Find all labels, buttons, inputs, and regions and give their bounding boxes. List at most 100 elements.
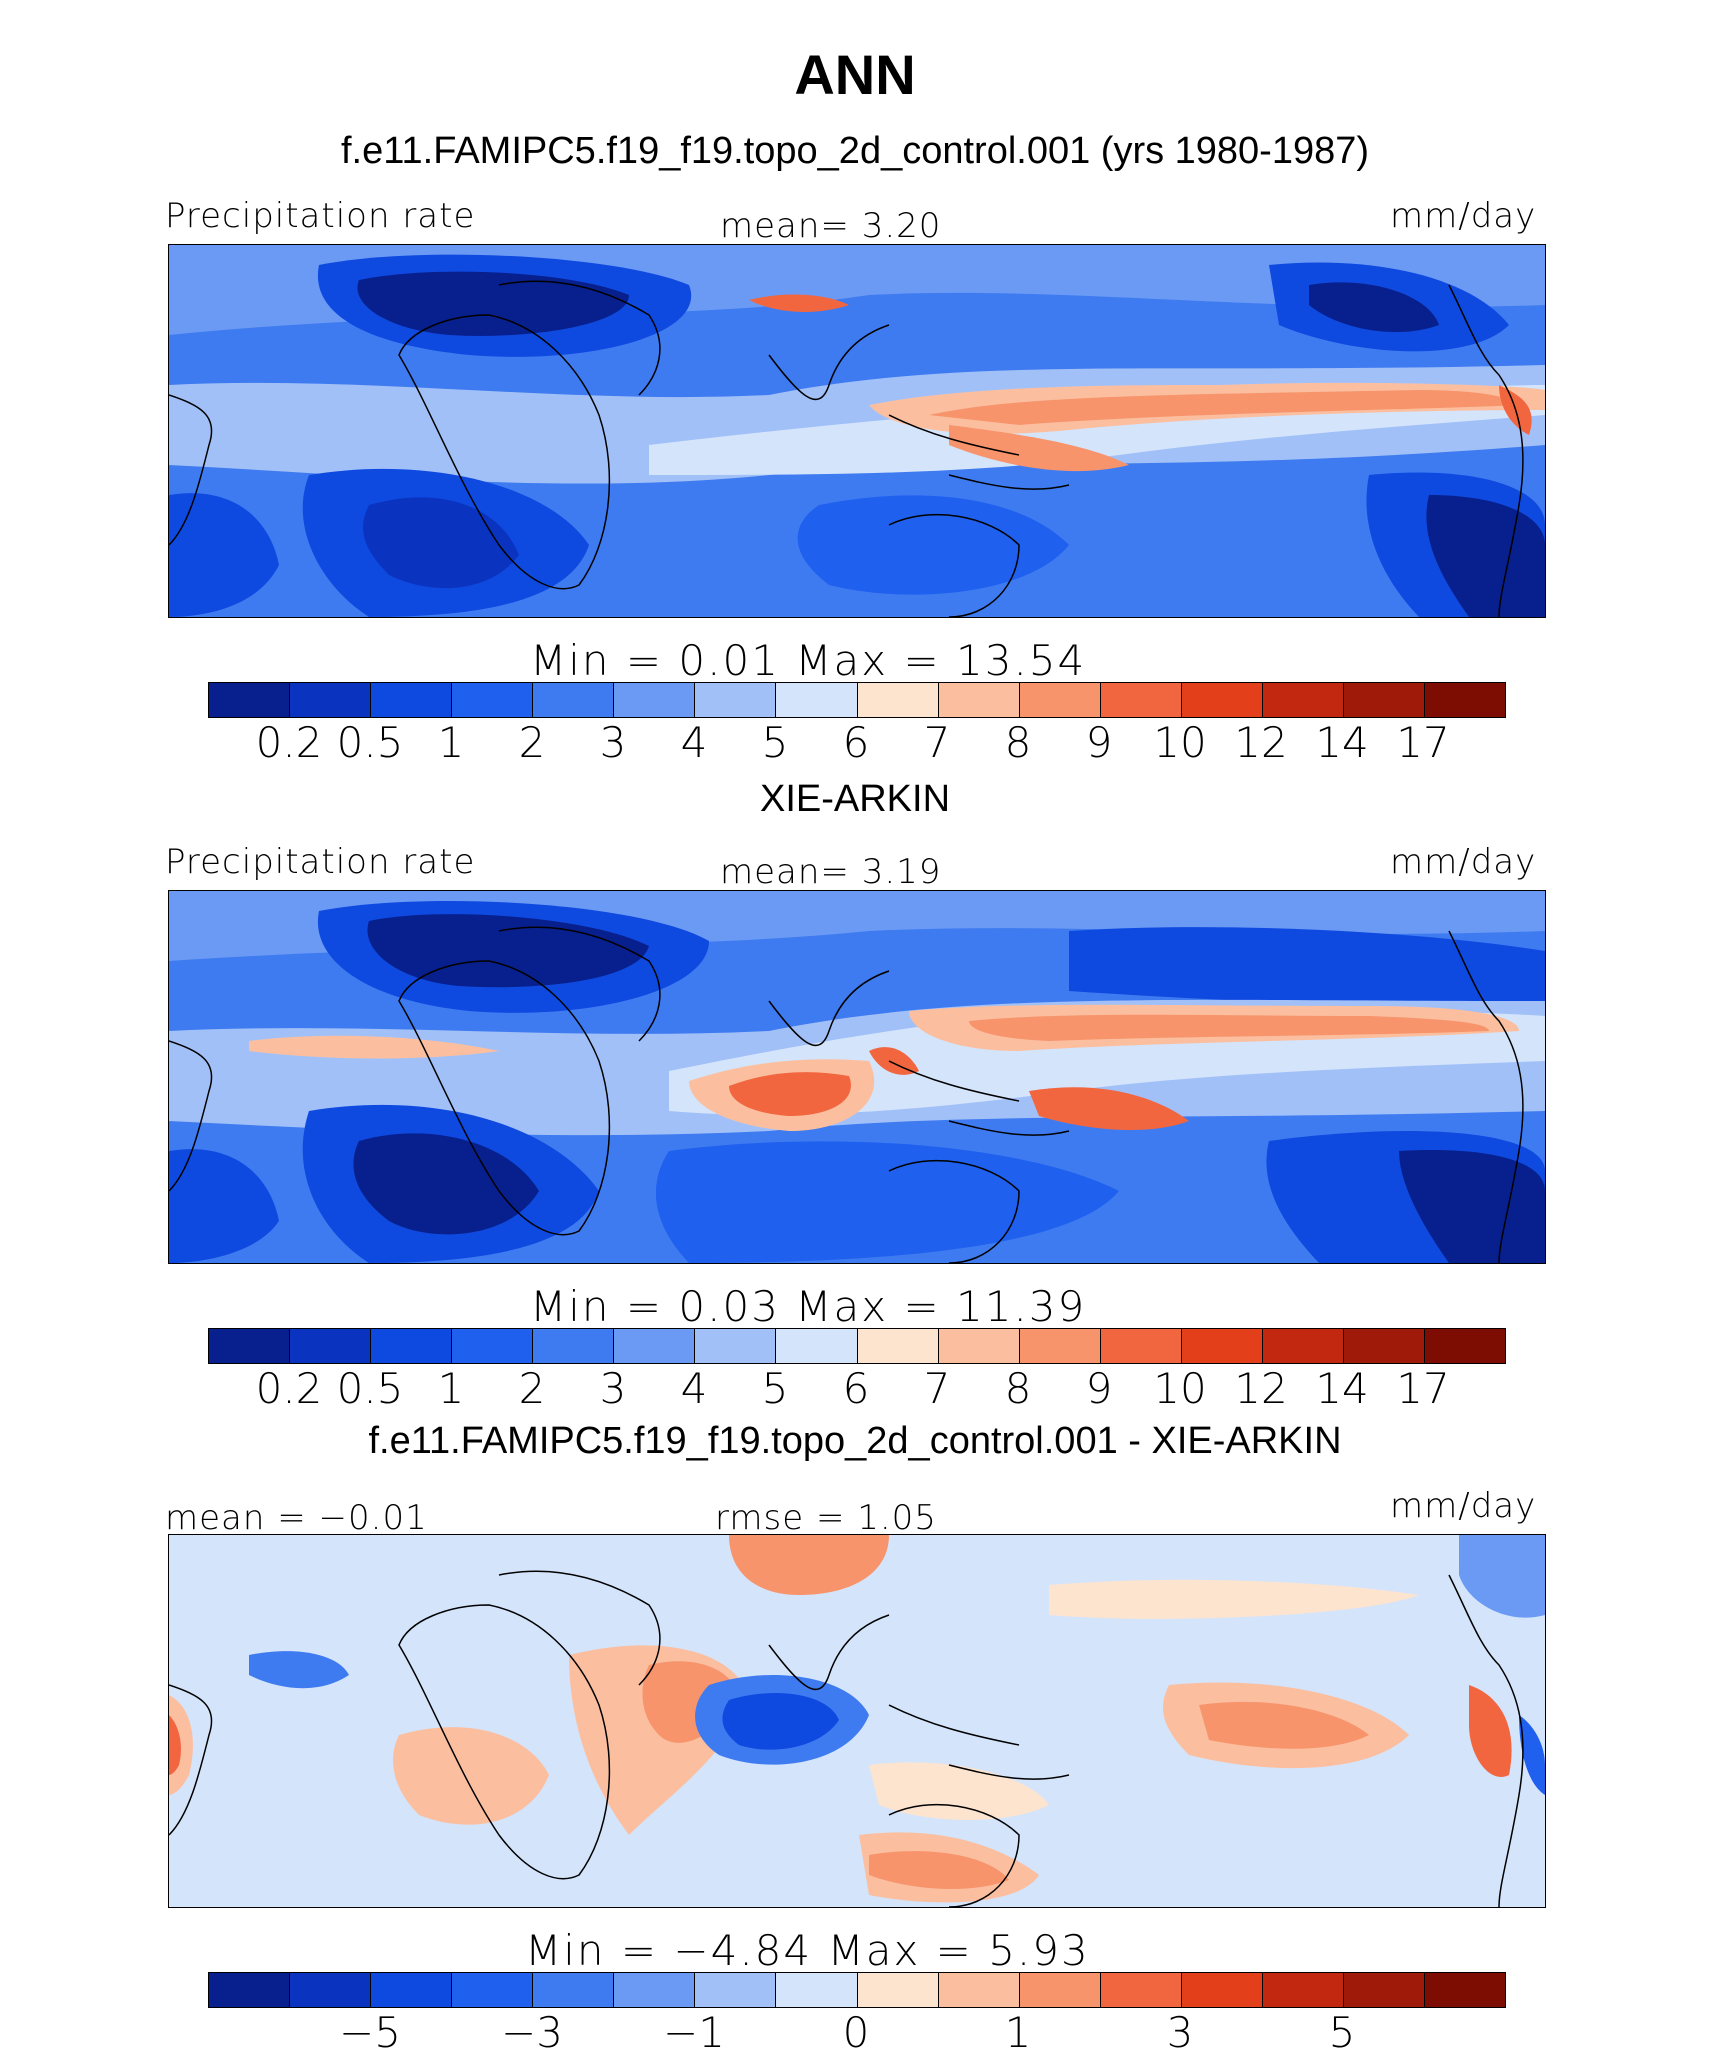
- colorbar-tick-label: 9: [1085, 1364, 1113, 1413]
- panel-1-units-label: mm/day: [1390, 196, 1537, 236]
- colorbar-box: [1019, 1973, 1101, 2007]
- colorbar-tick-label: 4: [680, 718, 708, 767]
- colorbar-box: [938, 1973, 1020, 2007]
- colorbar-tick-label: 10: [1153, 1364, 1207, 1413]
- colorbar-box: [209, 1329, 291, 1363]
- panel-3-mean-label: mean = −0.01: [165, 1498, 428, 1538]
- colorbar-tick-label: 8: [1004, 718, 1032, 767]
- colorbar-box: [1262, 1329, 1344, 1363]
- colorbar-box: [776, 1329, 858, 1363]
- panel-3-minmax: Min = −4.84 Max = 5.93: [525, 1926, 1090, 1975]
- panel-1-minmax: Min = 0.01 Max = 13.54: [530, 636, 1087, 685]
- colorbar-tick-label: 14: [1315, 718, 1369, 767]
- colorbar-box: [1424, 1329, 1505, 1363]
- colorbar-tick-label: 0.5: [336, 1364, 404, 1413]
- colorbar-box: [1181, 1329, 1263, 1363]
- colorbar-box: [1019, 683, 1101, 717]
- panel-1-colorbar: [208, 682, 1506, 718]
- colorbar-box: [1019, 1329, 1101, 1363]
- colorbar-box: [533, 1973, 615, 2007]
- panel-1-contour-field: [169, 245, 1545, 617]
- colorbar-box: [452, 683, 534, 717]
- panel-2-colorbar-ticks: 0.2 0.5 1 2 3 4 5 6 7 8 9 10 12 14 17: [0, 1364, 1710, 1414]
- panel-3-colorbar: [208, 1972, 1506, 2008]
- panel-1-mean-label: mean= 3.20: [720, 206, 942, 246]
- colorbar-box: [614, 683, 696, 717]
- panel-3-colorbar-ticks: −5 −3 −1 0 1 3 5: [0, 2008, 1710, 2058]
- colorbar-box: [1343, 683, 1425, 717]
- colorbar-tick-label: 3: [599, 1364, 627, 1413]
- colorbar-box: [1100, 1329, 1182, 1363]
- panel-3-contour-field: [169, 1535, 1545, 1907]
- colorbar-box: [209, 1973, 291, 2007]
- colorbar-box: [776, 683, 858, 717]
- colorbar-box: [776, 1973, 858, 2007]
- colorbar-box: [452, 1329, 534, 1363]
- colorbar-box: [857, 683, 939, 717]
- colorbar-box: [371, 1973, 453, 2007]
- figure-title: ANN: [794, 43, 916, 106]
- colorbar-box: [1100, 1973, 1182, 2007]
- colorbar-tick-label: 5: [761, 718, 789, 767]
- colorbar-box: [1343, 1329, 1425, 1363]
- colorbar-tick-label: 10: [1153, 718, 1207, 767]
- colorbar-tick-label: 12: [1234, 1364, 1288, 1413]
- colorbar-box: [1262, 683, 1344, 717]
- colorbar-box: [857, 1329, 939, 1363]
- panel-2-map: [168, 890, 1546, 1264]
- panel-2-minmax: Min = 0.03 Max = 11.39: [530, 1282, 1087, 1331]
- colorbar-tick-label: −5: [339, 2008, 401, 2057]
- colorbar-box: [695, 1973, 777, 2007]
- colorbar-box: [371, 683, 453, 717]
- colorbar-box: [1262, 1973, 1344, 2007]
- colorbar-tick-label: 5: [761, 1364, 789, 1413]
- colorbar-tick-label: 2: [518, 718, 546, 767]
- colorbar-box: [1424, 1973, 1505, 2007]
- panel-3-rmse-label: rmse = 1.05: [715, 1498, 937, 1538]
- colorbar-box: [290, 1973, 372, 2007]
- colorbar-tick-label: 0.5: [336, 718, 404, 767]
- colorbar-tick-label: 4: [680, 1364, 708, 1413]
- panel-2-contour-field: [169, 891, 1545, 1263]
- colorbar-box: [1424, 683, 1505, 717]
- panel-2-mean-label: mean= 3.19: [720, 852, 942, 892]
- colorbar-tick-label: 1: [1004, 2008, 1032, 2057]
- colorbar-tick-label: 17: [1396, 1364, 1450, 1413]
- colorbar-tick-label: 7: [923, 1364, 951, 1413]
- panel-3-map: [168, 1534, 1546, 1908]
- colorbar-tick-label: 6: [842, 718, 870, 767]
- panel-1-colorbar-ticks: 0.2 0.5 1 2 3 4 5 6 7 8 9 10 12 14 17: [0, 718, 1710, 768]
- panel-2-variable-label: Precipitation rate: [165, 842, 476, 882]
- colorbar-tick-label: 5: [1328, 2008, 1356, 2057]
- colorbar-tick-label: 3: [1166, 2008, 1194, 2057]
- colorbar-box: [614, 1973, 696, 2007]
- colorbar-box: [1343, 1973, 1425, 2007]
- colorbar-tick-label: 8: [1004, 1364, 1032, 1413]
- colorbar-box: [533, 683, 615, 717]
- colorbar-tick-label: 2: [518, 1364, 546, 1413]
- colorbar-box: [209, 683, 291, 717]
- colorbar-box: [695, 1329, 777, 1363]
- colorbar-tick-label: 0.2: [255, 718, 323, 767]
- colorbar-tick-label: 1: [437, 718, 465, 767]
- colorbar-tick-label: 12: [1234, 718, 1288, 767]
- colorbar-tick-label: 1: [437, 1364, 465, 1413]
- panel-3-units-label: mm/day: [1390, 1486, 1537, 1526]
- colorbar-box: [938, 1329, 1020, 1363]
- colorbar-tick-label: −1: [663, 2008, 725, 2057]
- colorbar-box: [938, 683, 1020, 717]
- colorbar-tick-label: 7: [923, 718, 951, 767]
- colorbar-tick-label: 14: [1315, 1364, 1369, 1413]
- colorbar-tick-label: 9: [1085, 718, 1113, 767]
- panel-1-variable-label: Precipitation rate: [165, 196, 476, 236]
- colorbar-box: [290, 683, 372, 717]
- colorbar-box: [857, 1973, 939, 2007]
- colorbar-box: [290, 1329, 372, 1363]
- panel-2-heading: XIE-ARKIN: [759, 778, 951, 820]
- colorbar-tick-label: −3: [501, 2008, 563, 2057]
- colorbar-tick-label: 0.2: [255, 1364, 323, 1413]
- colorbar-tick-label: 6: [842, 1364, 870, 1413]
- colorbar-box: [695, 683, 777, 717]
- colorbar-box: [1181, 683, 1263, 717]
- colorbar-tick-label: 3: [599, 718, 627, 767]
